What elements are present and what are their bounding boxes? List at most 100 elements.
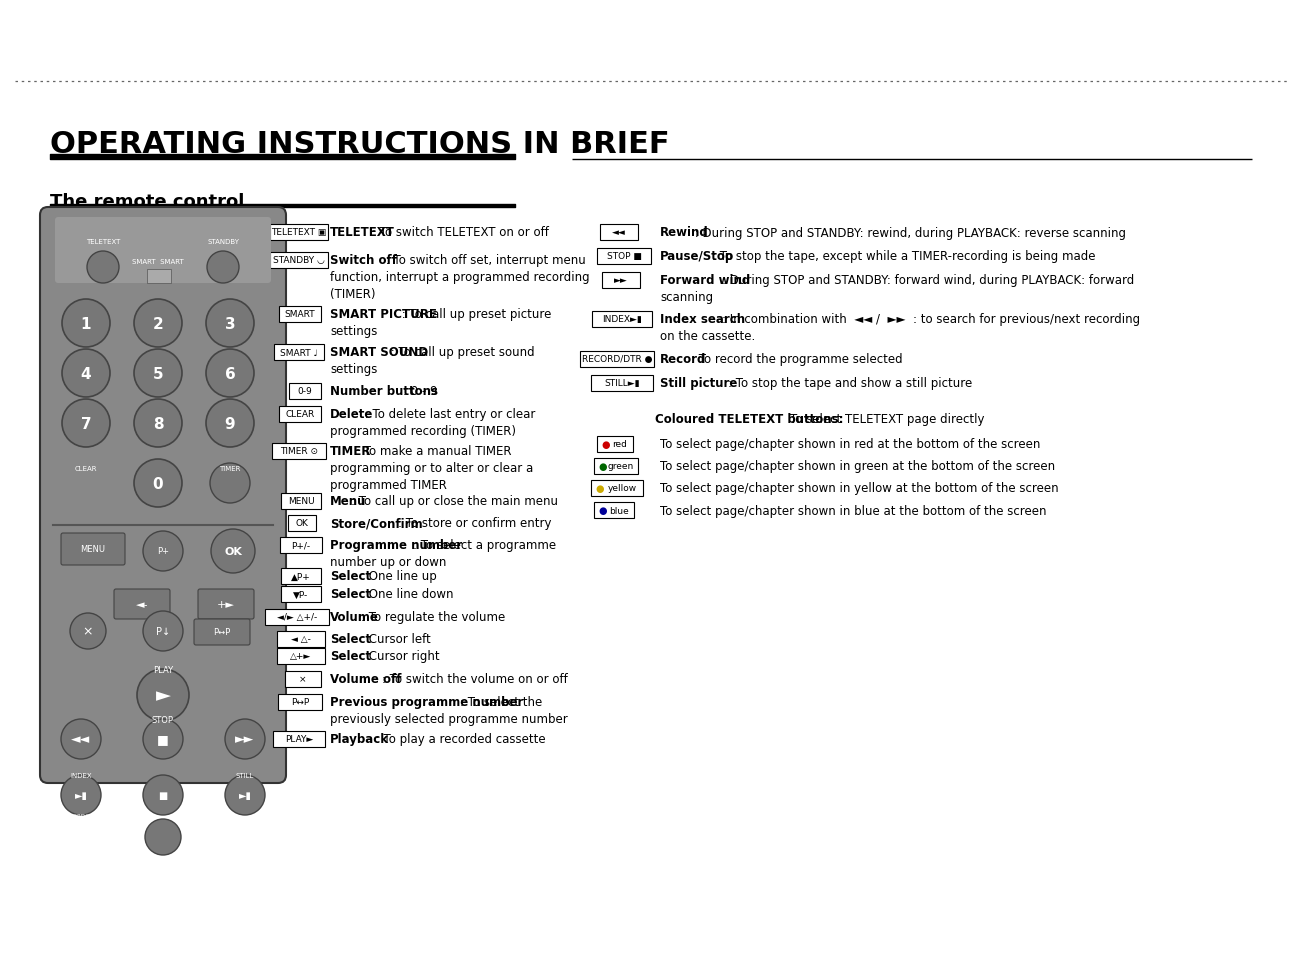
Circle shape	[143, 720, 184, 760]
Text: settings: settings	[329, 325, 378, 338]
Bar	[272, 443, 326, 459]
Text: programmed recording (TIMER): programmed recording (TIMER)	[329, 425, 516, 438]
Text: ●: ●	[599, 505, 607, 516]
Text: red: red	[612, 440, 628, 449]
Text: Rewind: Rewind	[660, 226, 708, 239]
Circle shape	[206, 399, 254, 448]
Text: STILL: STILL	[236, 772, 254, 779]
Bar	[591, 480, 643, 497]
Circle shape	[225, 720, 266, 760]
Text: P↔P: P↔P	[290, 698, 309, 707]
Text: : To make a manual TIMER: : To make a manual TIMER	[355, 445, 512, 458]
Circle shape	[207, 252, 240, 284]
Circle shape	[134, 399, 182, 448]
FancyBboxPatch shape	[115, 589, 171, 619]
Circle shape	[143, 775, 184, 815]
Text: 4: 4	[81, 367, 91, 382]
Bar	[591, 375, 654, 392]
Text: △+►: △+►	[290, 652, 311, 660]
Text: Pause/Stop: Pause/Stop	[660, 251, 734, 263]
Text: programmed TIMER: programmed TIMER	[329, 479, 447, 492]
Text: STOP: STOP	[152, 716, 174, 724]
Text: ►▮: ►▮	[238, 790, 251, 801]
Bar	[598, 436, 633, 453]
Text: : During STOP and STANDBY: forward wind, during PLAYBACK: forward: : During STOP and STANDBY: forward wind,…	[723, 274, 1134, 287]
Text: previously selected programme number: previously selected programme number	[329, 713, 568, 726]
Bar	[594, 502, 634, 518]
FancyBboxPatch shape	[40, 208, 286, 783]
Text: : To switch the volume on or off: : To switch the volume on or off	[381, 673, 568, 686]
FancyBboxPatch shape	[55, 218, 271, 284]
Bar	[279, 407, 322, 422]
Bar	[598, 249, 651, 265]
Text: Number buttons: Number buttons	[329, 385, 437, 398]
Text: P↔P: P↔P	[214, 628, 230, 637]
Text: 6: 6	[225, 367, 236, 382]
Text: CLEAR: CLEAR	[285, 410, 315, 419]
Text: Still picture: Still picture	[660, 377, 737, 390]
Bar	[277, 648, 326, 664]
Text: : To record the programme selected: : To record the programme selected	[691, 354, 902, 366]
Circle shape	[61, 775, 102, 815]
Text: ◄-: ◄-	[135, 599, 148, 609]
Text: blue: blue	[609, 506, 629, 515]
Text: To select TELETEXT page directly: To select TELETEXT page directly	[790, 413, 984, 426]
Text: INDEX: INDEX	[70, 772, 92, 779]
Circle shape	[206, 299, 254, 348]
Bar	[273, 345, 324, 360]
Text: ►►: ►►	[615, 276, 628, 285]
Text: STANDBY: STANDBY	[207, 239, 240, 245]
Text: 5: 5	[152, 367, 163, 382]
Circle shape	[225, 775, 266, 815]
Text: SMART ♩: SMART ♩	[280, 348, 318, 357]
Text: ►▮: ►▮	[74, 790, 87, 801]
Text: 0: 0	[152, 477, 163, 492]
Text: SMART: SMART	[285, 310, 315, 319]
Text: : One line up: : One line up	[361, 570, 437, 583]
Circle shape	[143, 612, 184, 651]
Text: +►: +►	[217, 599, 234, 609]
Text: To select page/chapter shown in yellow at the bottom of the screen: To select page/chapter shown in yellow a…	[660, 482, 1059, 495]
Text: Forward wind: Forward wind	[660, 274, 750, 287]
Text: CLEAR: CLEAR	[74, 465, 98, 472]
Bar	[602, 273, 641, 289]
Text: STANDBY ◡: STANDBY ◡	[273, 256, 326, 265]
Text: ■: ■	[159, 790, 168, 801]
Text: scanning: scanning	[660, 292, 713, 304]
Text: 1: 1	[81, 317, 91, 333]
Text: SMART PICTURE: SMART PICTURE	[329, 308, 437, 321]
Circle shape	[70, 614, 105, 649]
Text: Index search: Index search	[660, 314, 745, 326]
Text: Store/Confirm: Store/Confirm	[329, 517, 423, 530]
Text: TIMER: TIMER	[329, 445, 371, 458]
Text: ●: ●	[602, 439, 611, 450]
Text: ●: ●	[599, 461, 607, 472]
Text: number up or down: number up or down	[329, 556, 447, 569]
Text: : Cursor right: : Cursor right	[361, 650, 440, 662]
Text: : To select the: : To select the	[460, 696, 542, 709]
Text: 0-9: 0-9	[298, 387, 312, 396]
Circle shape	[134, 299, 182, 348]
Text: Select: Select	[329, 633, 371, 646]
Text: TELETEXT: TELETEXT	[329, 226, 395, 239]
Text: : During STOP and STANDBY: rewind, during PLAYBACK: reverse scanning: : During STOP and STANDBY: rewind, durin…	[691, 226, 1126, 239]
Text: Coloured TELETEXT buttons:: Coloured TELETEXT buttons:	[655, 413, 844, 426]
Text: Record: Record	[660, 354, 707, 366]
Text: ▲P+: ▲P+	[292, 572, 311, 581]
Circle shape	[61, 720, 102, 760]
Circle shape	[62, 350, 109, 397]
Text: 7: 7	[81, 417, 91, 432]
Circle shape	[211, 530, 255, 574]
Bar	[270, 225, 328, 241]
Text: function, interrupt a programmed recording: function, interrupt a programmed recordi…	[329, 272, 590, 284]
Text: : To stop the tape, except while a TIMER-recording is being made: : To stop the tape, except while a TIMER…	[712, 251, 1095, 263]
Text: : To call up preset sound: : To call up preset sound	[387, 346, 535, 359]
Text: Delete: Delete	[329, 408, 374, 421]
Text: 8: 8	[152, 417, 163, 432]
Bar	[600, 225, 638, 241]
Text: : To regulate the volume: : To regulate the volume	[361, 611, 505, 624]
Text: OK: OK	[224, 546, 242, 557]
Text: programming or to alter or clear a: programming or to alter or clear a	[329, 462, 534, 475]
Text: TELETEXT: TELETEXT	[86, 239, 120, 245]
Text: green: green	[608, 462, 634, 471]
